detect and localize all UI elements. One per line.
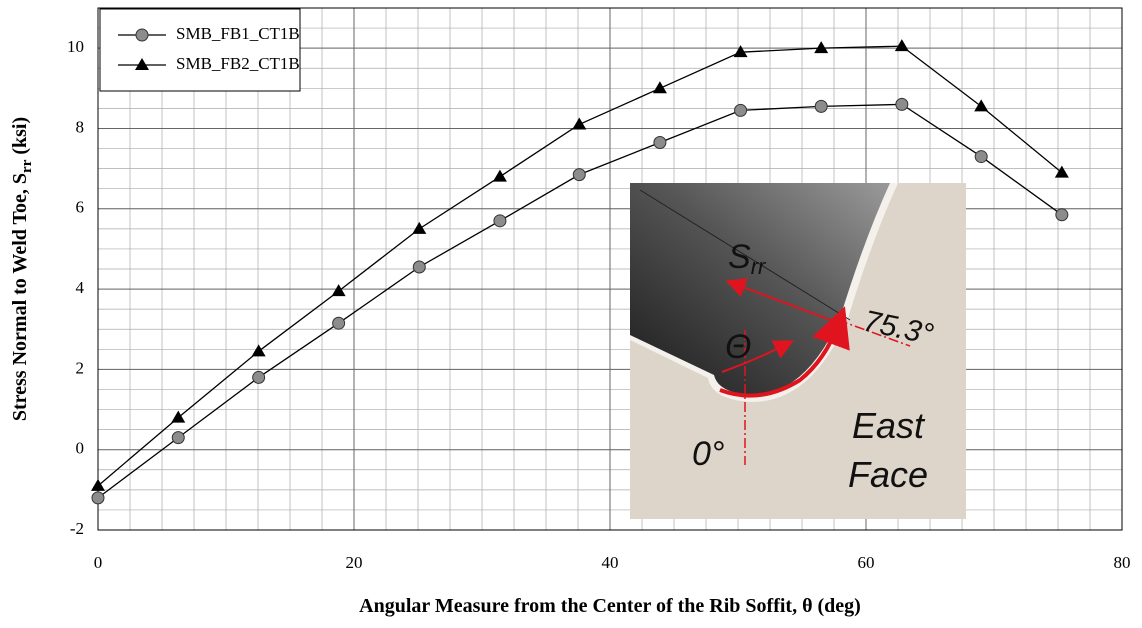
- data-point: [895, 97, 909, 111]
- data-point: [653, 136, 667, 150]
- y-tick-label: 4: [76, 278, 85, 297]
- y-tick-label: 2: [76, 358, 85, 377]
- theta-arc: [721, 340, 794, 373]
- data-point: [1054, 165, 1069, 178]
- y-tick-label: 8: [76, 117, 85, 136]
- data-point: [974, 99, 989, 112]
- x-tick-label: 60: [858, 553, 875, 572]
- s-sub: rr: [751, 254, 767, 279]
- y-title-sub: rr: [19, 159, 35, 173]
- data-point: [91, 478, 105, 491]
- data-point: [572, 168, 586, 182]
- data-point: [412, 221, 427, 234]
- plot: 0 20 40 60 80 -2 0 2 4 6 8 10 SMB_FB1_CT1B SMB_FB2_CT…: [67, 7, 1131, 572]
- legend-label: SMB_FB1_CT1B: [176, 24, 300, 43]
- x-tick-label: 80: [1114, 553, 1131, 572]
- data-point: [251, 344, 266, 357]
- x-axis-title: Angular Measure from the Center of the R…: [359, 595, 861, 617]
- data-point: [734, 103, 748, 117]
- legend-label: SMB_FB2_CT1B: [176, 54, 300, 73]
- data-point: [252, 370, 266, 384]
- data-point: [572, 117, 587, 130]
- data-point: [652, 81, 667, 94]
- data-point: [814, 99, 828, 113]
- inset-diagram: Srr 75.3° Θ 0° East Face: [630, 183, 966, 519]
- y-tick-label: 0: [76, 439, 85, 458]
- data-point: [91, 491, 105, 505]
- edge-line: [639, 189, 851, 321]
- plot-frame: [97, 7, 1123, 531]
- angle-line: [837, 319, 911, 347]
- data-point: [894, 39, 909, 52]
- y-tick-label: 6: [76, 198, 85, 217]
- y-tick-label: -2: [70, 519, 84, 538]
- s-text: S: [728, 238, 751, 276]
- stress-arrow: [725, 278, 837, 323]
- y-title-unit: (ksi): [9, 117, 31, 160]
- data-point: [171, 431, 185, 445]
- legend-box: [99, 8, 301, 92]
- start-angle-label: 0°: [692, 435, 725, 473]
- data-point: [412, 260, 426, 274]
- data-point: [974, 150, 988, 164]
- data-point: [332, 316, 346, 330]
- x-tick-label: 20: [346, 553, 363, 572]
- face-label: Face: [848, 454, 928, 495]
- y-title-main: Stress Normal to Weld Toe, S: [9, 173, 31, 421]
- data-point: [1055, 208, 1069, 222]
- x-tick-label: 40: [602, 553, 619, 572]
- data-point: [814, 41, 829, 54]
- y-tick-label: 10: [67, 37, 84, 56]
- face-label: East: [852, 405, 926, 446]
- data-point: [331, 284, 346, 297]
- data-point: [493, 214, 507, 228]
- theta-label: Θ: [725, 328, 751, 366]
- y-axis-title: Stress Normal to Weld Toe, Srr (ksi): [9, 117, 35, 421]
- stress-label: Srr: [728, 238, 767, 279]
- data-point: [171, 410, 186, 423]
- arc-arrow: [719, 306, 850, 398]
- legend-marker: [135, 28, 149, 42]
- legend: SMB_FB1_CT1B SMB_FB2_CT1B: [99, 8, 301, 92]
- data-point: [492, 169, 507, 182]
- x-tick-label: 0: [94, 553, 103, 572]
- legend-marker: [135, 58, 149, 70]
- data-point: [733, 45, 748, 58]
